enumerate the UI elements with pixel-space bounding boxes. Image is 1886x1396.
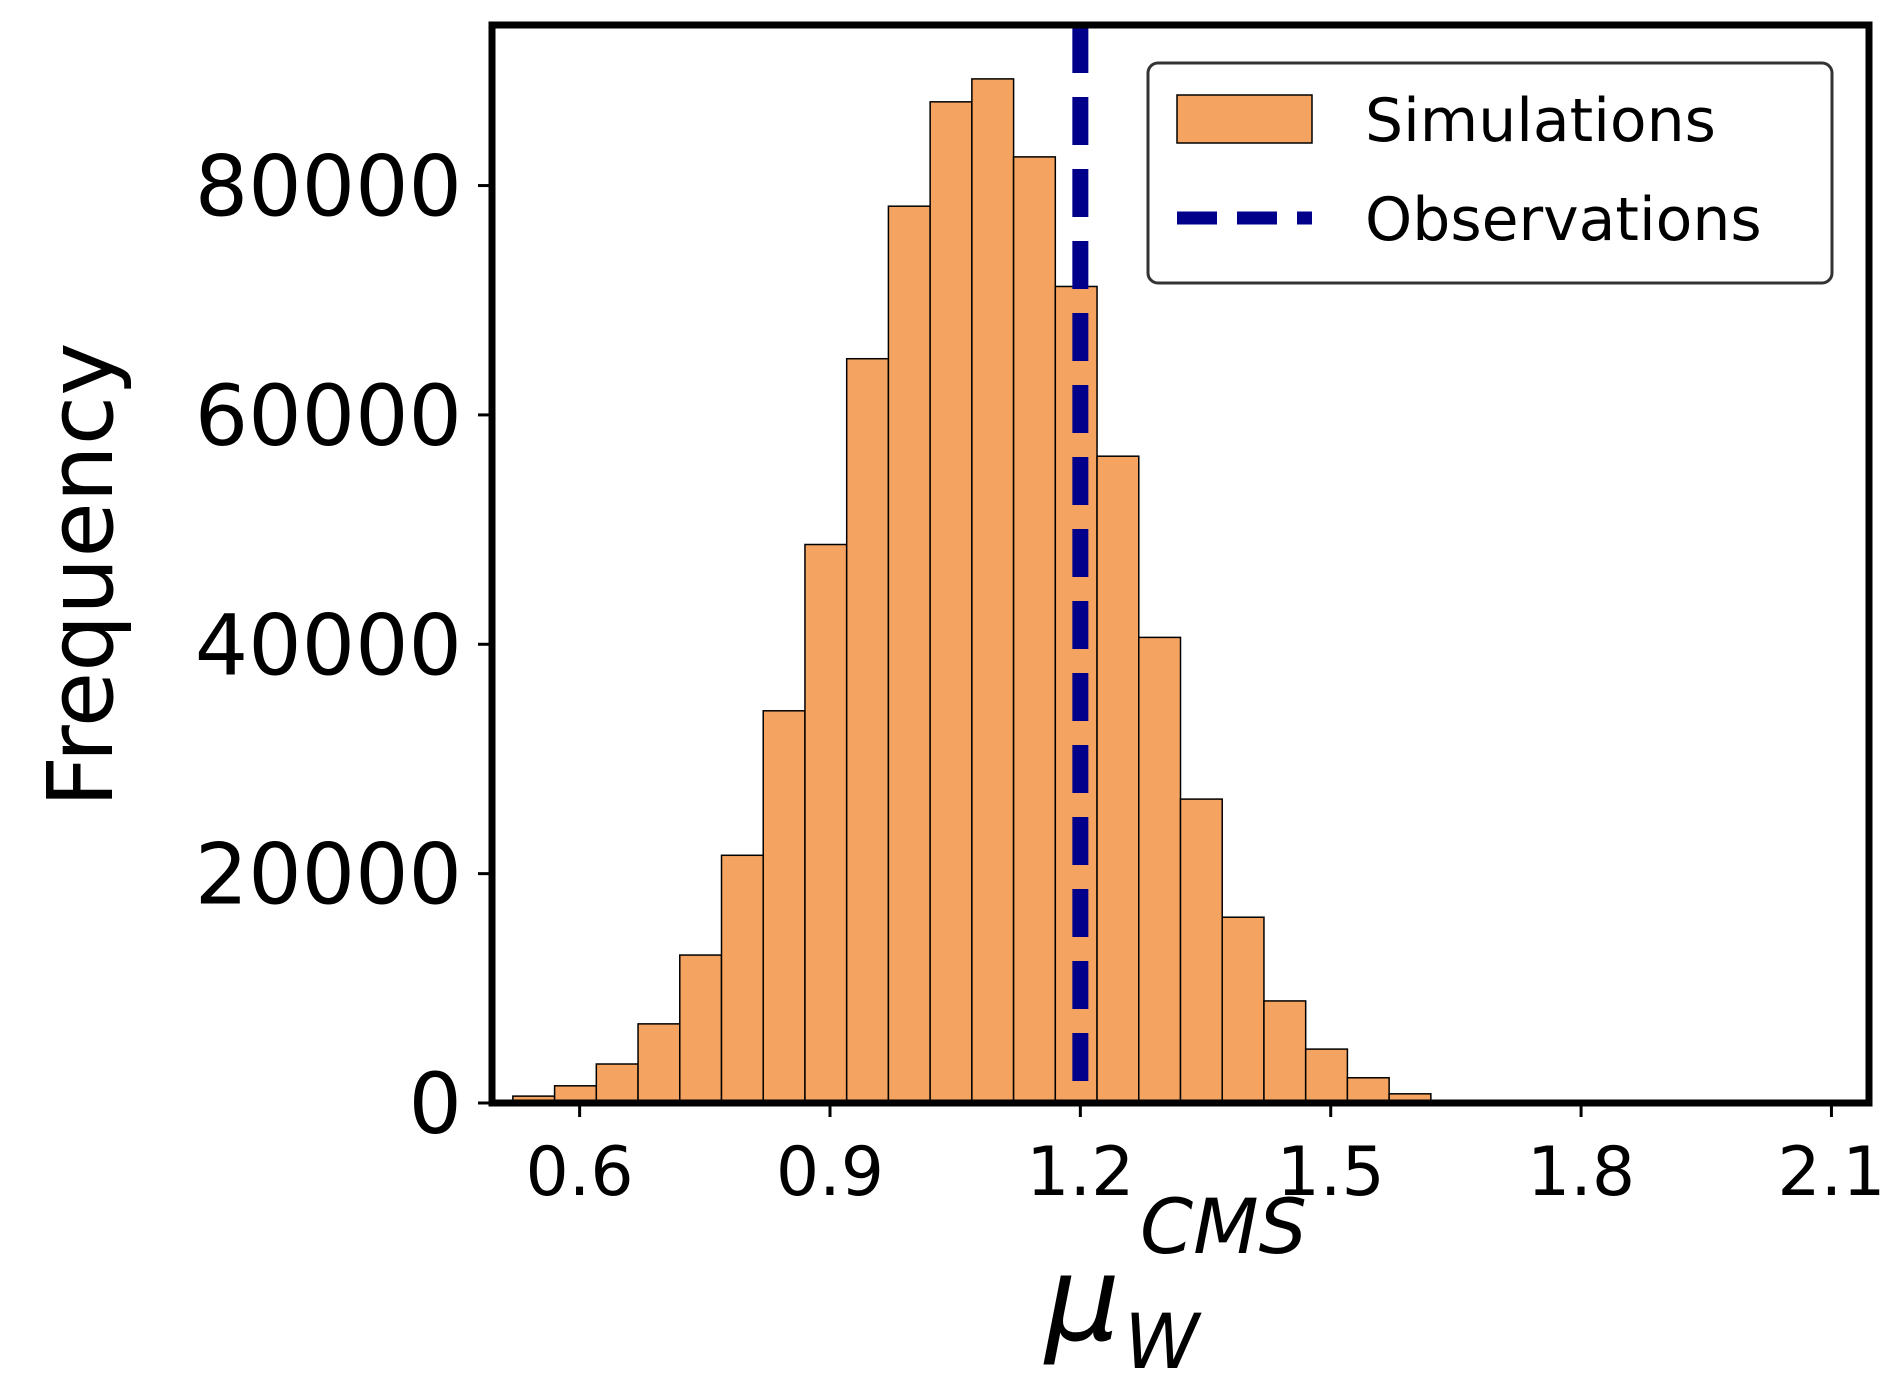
y-axis-ticks: 0 20000 40000 60000 80000: [195, 138, 492, 1153]
histogram-bar-7: [804, 543, 848, 1104]
histogram-bar-6: [762, 710, 806, 1104]
y-axis-label: Frequency: [29, 343, 134, 808]
legend-label-observations: Observations: [1365, 185, 1762, 255]
x-axis-label: μW CMS: [1043, 1182, 1307, 1386]
legend: Simulations Observations: [1146, 61, 1834, 285]
histogram-bar-19: [1304, 1048, 1349, 1104]
x-axis-label-superscript: CMS: [1140, 1182, 1307, 1271]
x-tick-label-4: 1.8: [1527, 1133, 1635, 1212]
histogram-bar-5: [720, 854, 764, 1104]
histogram-bar-16: [1179, 798, 1223, 1104]
x-tick-label-1: 0.9: [776, 1133, 884, 1212]
y-tick-label-0: 0: [409, 1055, 462, 1153]
x-tick-label-0: 0.6: [526, 1133, 634, 1212]
x-tick-label-5: 2.1: [1777, 1133, 1885, 1212]
histogram-bars: [512, 78, 1432, 1104]
legend-label-simulations: Simulations: [1365, 86, 1716, 156]
y-tick-label-4: 80000: [195, 138, 462, 236]
x-tick-label-3: 1.5: [1277, 1133, 1385, 1212]
x-axis-label-base: μ: [1043, 1230, 1120, 1368]
histogram-bar-10: [929, 101, 973, 1104]
histogram-bar-2: [595, 1063, 639, 1104]
histogram-bar-12: [1012, 156, 1057, 1104]
histogram-bar-8: [845, 357, 890, 1104]
y-tick-label-1: 20000: [195, 826, 462, 924]
legend-swatch-simulations: [1176, 94, 1313, 144]
x-axis-ticks: 0.6 0.9 1.2 1.5 1.8 2.1: [526, 1103, 1886, 1212]
x-axis-label-subscript: W: [1124, 1297, 1202, 1386]
histogram-bar-17: [1221, 916, 1265, 1104]
histogram-bar-14: [1096, 455, 1140, 1104]
y-tick-label-3: 60000: [195, 367, 462, 465]
histogram-bar-3: [637, 1023, 681, 1104]
y-tick-label-2: 40000: [195, 596, 462, 694]
histogram-bar-11: [971, 78, 1015, 1104]
histogram-bar-20: [1346, 1077, 1390, 1104]
histogram-bar-18: [1263, 1000, 1307, 1104]
histogram-bar-4: [679, 954, 723, 1104]
plot-frame: [488, 21, 1873, 1107]
legend-box: [1146, 61, 1834, 285]
x-tick-label-2: 1.2: [1026, 1133, 1134, 1212]
histogram-bar-15: [1138, 636, 1182, 1104]
histogram-bar-9: [887, 205, 931, 1104]
